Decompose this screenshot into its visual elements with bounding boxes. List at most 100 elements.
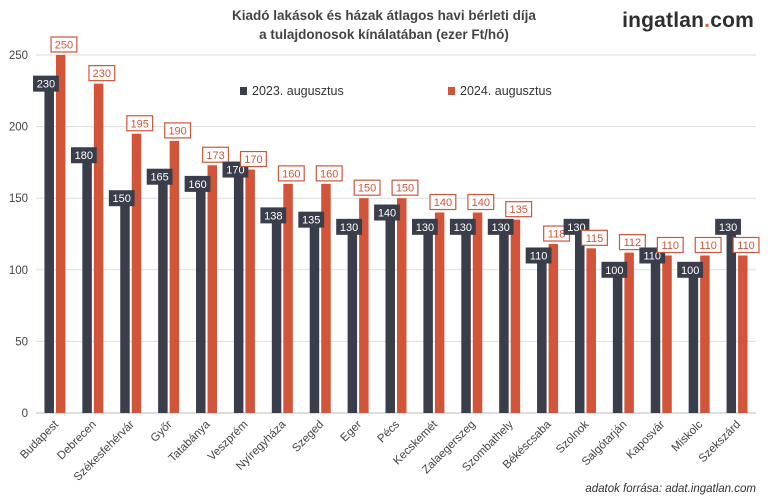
data-label-box <box>525 247 552 264</box>
data-label-2023: 100 <box>677 261 704 278</box>
legend-item-2023: 2023. augusztus <box>240 84 344 98</box>
bar-2024 <box>283 183 293 413</box>
y-tick-label: 50 <box>15 336 28 348</box>
legend-label: 2024. augusztus <box>460 84 552 98</box>
legend-item-2024: 2024. augusztus <box>448 84 552 98</box>
data-label-box <box>298 211 325 228</box>
bar-2024 <box>131 133 142 413</box>
bar-2024 <box>662 255 672 413</box>
data-label-text: 100 <box>605 265 623 277</box>
data-label-text: 130 <box>719 222 737 234</box>
x-tick-label: Szolnok <box>554 418 592 456</box>
bar-2024 <box>169 140 180 414</box>
source-note: adatok forrása: adat.ingatlan.com <box>585 483 756 495</box>
data-label-text: 160 <box>188 179 206 191</box>
data-label-box <box>411 218 438 235</box>
bar-2023 <box>499 226 509 413</box>
data-label-2023: 165 <box>146 168 173 185</box>
bar-2024 <box>738 255 748 413</box>
data-label-2024: 112 <box>618 234 646 251</box>
data-label-box <box>391 179 419 196</box>
data-label-2024: 150 <box>353 179 381 196</box>
bar-2024 <box>586 248 596 413</box>
x-tick-label: Tatabánya <box>167 418 213 464</box>
data-label-2023: 130 <box>336 218 363 235</box>
data-label-text: 170 <box>226 165 244 177</box>
bar-2024 <box>55 55 66 413</box>
data-label-box <box>70 147 97 164</box>
y-tick-label: 100 <box>9 265 28 277</box>
data-label-2024: 140 <box>429 193 457 211</box>
data-label-text: 190 <box>168 125 186 137</box>
bar-2024 <box>359 198 369 413</box>
data-label-2024: 195 <box>126 115 154 132</box>
data-label-2023: 130 <box>449 218 476 235</box>
bar-2024 <box>472 212 483 413</box>
data-label-text: 150 <box>113 193 131 205</box>
chart-title: Kiadó lakások és házak átlagos havi bérl… <box>0 6 768 44</box>
data-label-text: 135 <box>510 204 528 216</box>
data-label-2023: 135 <box>298 211 325 228</box>
data-label-text: 112 <box>624 237 642 249</box>
data-label-2024: 190 <box>164 122 192 139</box>
x-tick-label: Pécs <box>376 418 403 445</box>
data-label-2023: 100 <box>601 261 628 278</box>
data-label-2023: 130 <box>411 218 438 235</box>
bar-2024 <box>93 83 104 413</box>
data-label-text: 100 <box>681 265 699 277</box>
data-label-text: 170 <box>244 154 262 166</box>
bar-2023 <box>461 226 471 413</box>
bar-2023 <box>233 169 244 413</box>
data-label-text: 130 <box>492 222 510 234</box>
data-label-2024: 118 <box>543 225 571 242</box>
data-label-text: 180 <box>75 150 93 162</box>
y-tick-label: 0 <box>22 408 28 420</box>
data-label-2024: 115 <box>580 229 608 246</box>
bar-2024 <box>434 212 445 413</box>
data-label-box <box>277 165 305 182</box>
data-label-2024: 160 <box>315 165 343 182</box>
data-label-box <box>429 193 457 211</box>
data-label-box <box>732 236 760 254</box>
bar-2023 <box>650 255 661 413</box>
data-label-box <box>33 75 59 92</box>
chart-title-line-1: Kiadó lakások és házak átlagos havi bérl… <box>232 8 536 23</box>
data-label-2024: 250 <box>50 36 78 53</box>
data-label-text: 130 <box>340 222 358 234</box>
data-label-box <box>50 36 78 53</box>
data-label-box <box>146 168 173 185</box>
x-tick-label: Miskolc <box>670 418 706 454</box>
data-label-box <box>580 229 608 246</box>
bar-2023 <box>537 255 547 413</box>
data-label-2024: 170 <box>239 150 267 168</box>
data-label-2024: 160 <box>277 165 305 182</box>
data-label-text: 138 <box>264 210 282 222</box>
data-label-box <box>108 190 135 207</box>
data-label-text: 140 <box>378 208 396 220</box>
data-label-2024: 110 <box>656 236 684 254</box>
bar-2024 <box>624 252 634 413</box>
data-label-box <box>374 204 400 221</box>
data-label-2023: 138 <box>260 207 287 224</box>
data-label-box <box>88 65 116 82</box>
brand-tld: com <box>710 9 754 32</box>
data-label-box <box>184 175 211 192</box>
data-label-2023: 180 <box>70 147 97 164</box>
data-label-box <box>353 179 381 196</box>
data-label-box <box>336 218 363 235</box>
data-label-text: 173 <box>206 150 224 162</box>
data-label-box <box>656 236 684 254</box>
data-label-box <box>601 261 628 278</box>
x-tick-label: Szeged <box>290 419 326 455</box>
data-label-2024: 110 <box>694 236 722 254</box>
data-label-2024: 150 <box>391 179 419 196</box>
brand-dot: . <box>704 9 711 32</box>
data-label-text: 230 <box>37 79 55 91</box>
data-label-box <box>467 193 495 211</box>
data-label-text: 110 <box>643 250 661 262</box>
bar-2024 <box>321 183 331 413</box>
data-label-text: 110 <box>737 240 755 252</box>
x-tick-label: Eger <box>339 419 365 445</box>
data-label-text: 110 <box>661 240 679 252</box>
data-label-text: 130 <box>454 222 472 234</box>
